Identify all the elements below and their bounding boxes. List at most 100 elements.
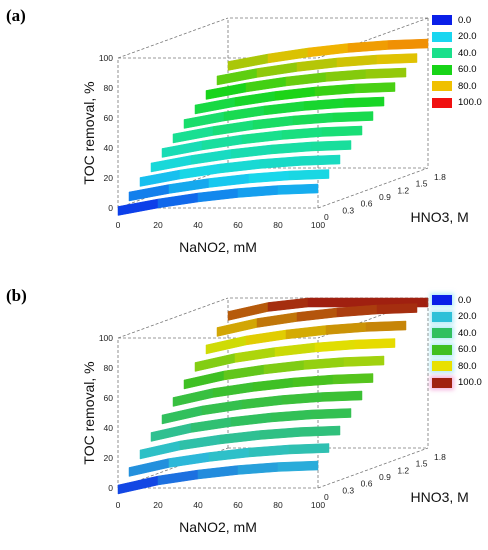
y-tick-label: 1.8	[434, 172, 446, 182]
x-tick-label: 20	[153, 500, 163, 510]
legend-swatch	[432, 361, 452, 372]
surface-segment	[310, 140, 352, 152]
y-tick-label: 0.3	[342, 485, 354, 495]
surface-segment	[376, 53, 418, 65]
legend-label: 80.0	[458, 80, 477, 92]
z-tick-label: 40	[104, 423, 114, 433]
surface-segment	[296, 57, 338, 72]
surface-segment	[183, 370, 225, 390]
surface-segment	[208, 447, 250, 462]
surface-segment	[201, 399, 243, 416]
surface-segment	[354, 338, 396, 350]
surface-segment	[285, 325, 327, 340]
x-tick-label: 60	[233, 220, 243, 230]
surface-segment	[365, 320, 407, 332]
z-tick-label: 80	[104, 83, 114, 93]
surface-segment	[241, 395, 283, 410]
z-tick-label: 40	[104, 143, 114, 153]
surface-segment	[307, 43, 349, 58]
surface-strip	[150, 140, 352, 173]
legend-swatch	[432, 81, 452, 92]
surface-segment	[194, 353, 236, 372]
surface-segment	[281, 127, 323, 140]
surface-strip	[227, 38, 429, 71]
panel-b: 0 20 40 60 80 100 0 20 40 60 80 100 0 0.3 0.6 0.9 1.2 1.5…	[0, 280, 488, 550]
z-tick-label: 0	[108, 203, 113, 213]
surface-segment	[303, 98, 345, 111]
surface-segment	[223, 364, 265, 381]
surface-plot-b: 0 20 40 60 80 10002040608010000.30.60.91.21.5…	[81, 297, 469, 535]
x-axis-label: NaNO2, mM	[179, 519, 257, 535]
x-tick-label: 100	[311, 500, 325, 510]
surface-segment	[179, 434, 221, 451]
x-tick-label: 40	[193, 500, 203, 510]
surface-segment	[205, 335, 247, 355]
surface-strip	[128, 169, 330, 202]
y-tick-label: 1.2	[397, 465, 409, 475]
surface-segment	[128, 458, 170, 477]
surface-strip	[194, 338, 396, 372]
surface-segment	[197, 465, 239, 480]
surface-segment	[219, 430, 261, 445]
z-tick-label: 20	[104, 453, 114, 463]
surface-segment	[288, 169, 330, 181]
surface-segment	[256, 312, 298, 328]
tick-labels: 0 20 40 60 80 10002040608010000.30.60.91.21.5…	[99, 333, 446, 510]
surface-segment	[197, 188, 239, 203]
legend-swatch	[432, 328, 452, 339]
y-tick-label: 1.5	[416, 459, 428, 469]
surface-plot-a: 0 20 40 60 80 10002040608010000.30.60.91.21.5…	[81, 17, 469, 255]
surface-segment	[267, 297, 309, 312]
legend-item: 60.0	[432, 342, 482, 359]
legend-label: 100.0	[458, 97, 482, 109]
surface-segment	[190, 149, 232, 165]
surface-segment	[117, 475, 159, 495]
y-tick-label: 0	[324, 492, 329, 502]
surface-segment	[332, 373, 374, 385]
surface-segment	[219, 159, 261, 174]
surface-segment	[281, 392, 323, 405]
z-tick-label: 0	[108, 483, 113, 493]
surface-segment	[325, 322, 367, 335]
surface-segment	[332, 111, 374, 123]
legend-item: 20.0	[432, 309, 482, 326]
legend-swatch	[432, 15, 452, 26]
legend-swatch	[432, 64, 452, 75]
surface-segment	[168, 178, 210, 194]
surface-strip	[183, 96, 385, 129]
surface-strip	[172, 373, 374, 407]
surface-segment	[248, 444, 290, 458]
y-tick-label: 0.9	[379, 192, 391, 202]
legend-label: 20.0	[458, 31, 477, 43]
surface-segment	[288, 443, 330, 455]
legend-label: 20.0	[458, 311, 477, 323]
surface-strip	[117, 183, 319, 216]
surface-segment	[157, 469, 199, 486]
surface-strip	[139, 154, 341, 187]
surface-segment	[277, 460, 319, 472]
z-axis-label: TOC removal, %	[81, 361, 97, 464]
surface-segment	[237, 462, 279, 475]
surface-segment	[179, 163, 221, 180]
surface-segment	[310, 408, 352, 420]
surface-segment	[270, 409, 312, 423]
surface-segment	[307, 297, 349, 308]
surface-segment	[212, 120, 254, 136]
surface-segment	[354, 82, 396, 94]
surface-segment	[336, 54, 378, 68]
surface-segment	[274, 86, 316, 101]
legend-item: 80.0	[432, 358, 482, 375]
surface-strip	[139, 425, 341, 460]
legend-swatch	[432, 377, 452, 388]
x-tick-label: 40	[193, 220, 203, 230]
legend-label: 80.0	[458, 360, 477, 372]
legend-swatch	[432, 97, 452, 108]
y-axis-label: HNO3, M	[411, 489, 469, 505]
surface-segment	[321, 125, 363, 137]
surface-strip	[150, 408, 352, 442]
surface-strip	[161, 125, 363, 158]
surface-segment	[299, 154, 341, 166]
surface-segment	[263, 101, 305, 116]
surface-segment	[285, 72, 327, 87]
surface-segment	[252, 377, 294, 392]
